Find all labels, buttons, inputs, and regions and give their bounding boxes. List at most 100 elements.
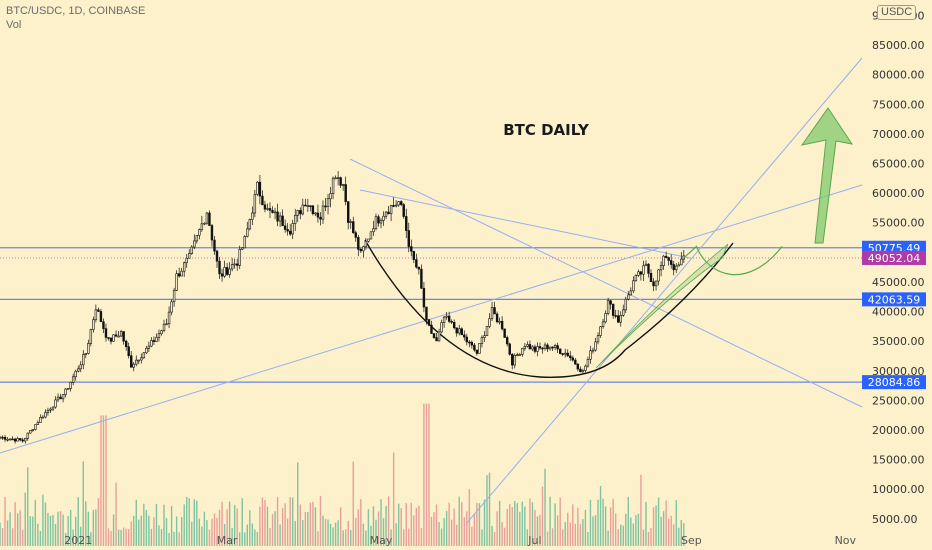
- volume-bar: [233, 505, 236, 546]
- candle-body: [205, 212, 209, 224]
- candle-body: [266, 208, 269, 210]
- candle-body: [87, 343, 90, 354]
- candle-body: [155, 337, 158, 342]
- volume-bar: [577, 507, 579, 546]
- candle-body: [394, 204, 398, 207]
- candle-body: [56, 396, 60, 401]
- volume-bar: [385, 505, 387, 546]
- candle-body: [538, 346, 542, 349]
- candle-body: [51, 406, 55, 410]
- volume-label[interactable]: Vol: [6, 19, 22, 31]
- candle-body: [135, 359, 138, 365]
- volume-bar: [112, 514, 115, 546]
- volume-bar: [143, 503, 145, 546]
- volume-bar: [297, 462, 299, 546]
- volume-bar: [188, 498, 190, 546]
- volume-bar: [387, 496, 390, 546]
- volume-bar: [309, 502, 312, 546]
- candle-body: [145, 348, 148, 354]
- volume-bar: [294, 521, 296, 546]
- candle-body: [311, 205, 315, 215]
- candle-body: [162, 323, 166, 331]
- price-level-label: 42063.59: [868, 293, 921, 306]
- volume-bar: [519, 511, 521, 546]
- volume-bar: [556, 515, 559, 546]
- volume-bar: [597, 499, 599, 546]
- volume-bar: [602, 498, 604, 546]
- candle-body: [402, 204, 405, 217]
- volume-bar: [279, 524, 281, 546]
- candle-body: [119, 331, 123, 337]
- price-axis-label: 65000.00: [872, 158, 925, 171]
- volume-bar: [665, 500, 667, 546]
- candle-body: [455, 327, 458, 334]
- volume-bar: [261, 497, 264, 546]
- volume-bar: [133, 515, 135, 546]
- volume-bar: [635, 515, 637, 546]
- volume-bar: [304, 512, 307, 546]
- volume-bar: [90, 532, 92, 546]
- candle-body: [165, 323, 168, 326]
- volume-bar: [683, 523, 685, 546]
- up-arrow: [800, 107, 854, 244]
- symbol-title[interactable]: BTC/USDC, 1D, COINBASE: [6, 5, 146, 17]
- candle-body: [405, 216, 408, 231]
- volume-bar: [221, 501, 223, 546]
- volume-bar: [466, 511, 468, 546]
- candle-body: [518, 354, 521, 356]
- candle-body: [392, 205, 395, 207]
- currency-badge[interactable]: USDC: [877, 5, 917, 20]
- volume-bar: [501, 522, 503, 546]
- price-axis-label: 55000.00: [872, 217, 925, 230]
- candle-body: [652, 281, 655, 287]
- volume-bar: [503, 527, 506, 546]
- volume-bar: [390, 529, 392, 546]
- volume-bar: [599, 485, 602, 546]
- volume-bar: [319, 495, 322, 546]
- volume-bar: [675, 500, 677, 546]
- price-axis-label: 80000.00: [872, 69, 925, 82]
- volume-bar: [100, 415, 102, 546]
- volume-bar: [236, 508, 238, 546]
- candle-body: [54, 399, 57, 408]
- volume-bar: [350, 530, 352, 546]
- volume-bar: [120, 529, 122, 546]
- volume-bar: [54, 523, 57, 546]
- candle-body: [581, 370, 585, 373]
- candle-body: [195, 234, 199, 242]
- volume-bar: [213, 513, 216, 546]
- volume-bar: [491, 526, 493, 546]
- volume-bar: [327, 519, 329, 546]
- candle-body: [127, 346, 130, 356]
- candle-body: [352, 221, 355, 234]
- volume-bar: [544, 468, 546, 546]
- candle-body: [359, 249, 363, 252]
- candle-body: [306, 205, 310, 207]
- candle-body: [569, 355, 572, 359]
- volume-bar: [165, 518, 168, 546]
- volume-bar: [612, 498, 614, 546]
- volume-bar: [22, 529, 24, 546]
- volume-bar: [14, 502, 16, 546]
- volume-bar: [572, 504, 574, 546]
- volume-bar: [382, 518, 385, 546]
- volume-bar: [183, 504, 185, 546]
- volume-bar: [228, 501, 231, 546]
- volume-bar: [97, 497, 100, 546]
- volume-bar: [582, 519, 584, 546]
- volume-bar: [655, 505, 657, 546]
- candle-body: [84, 353, 87, 355]
- volume-bar: [276, 496, 279, 546]
- candle-body: [283, 225, 287, 230]
- volume-bar: [110, 530, 112, 546]
- candle-body: [649, 273, 653, 283]
- volume-bar: [650, 527, 652, 546]
- price-axis-label: 30000.00: [872, 365, 925, 378]
- volume-bar: [198, 518, 201, 546]
- candle-body: [150, 340, 153, 347]
- volume-bar: [435, 504, 438, 546]
- candle-body: [427, 319, 431, 326]
- candle-body: [79, 364, 82, 370]
